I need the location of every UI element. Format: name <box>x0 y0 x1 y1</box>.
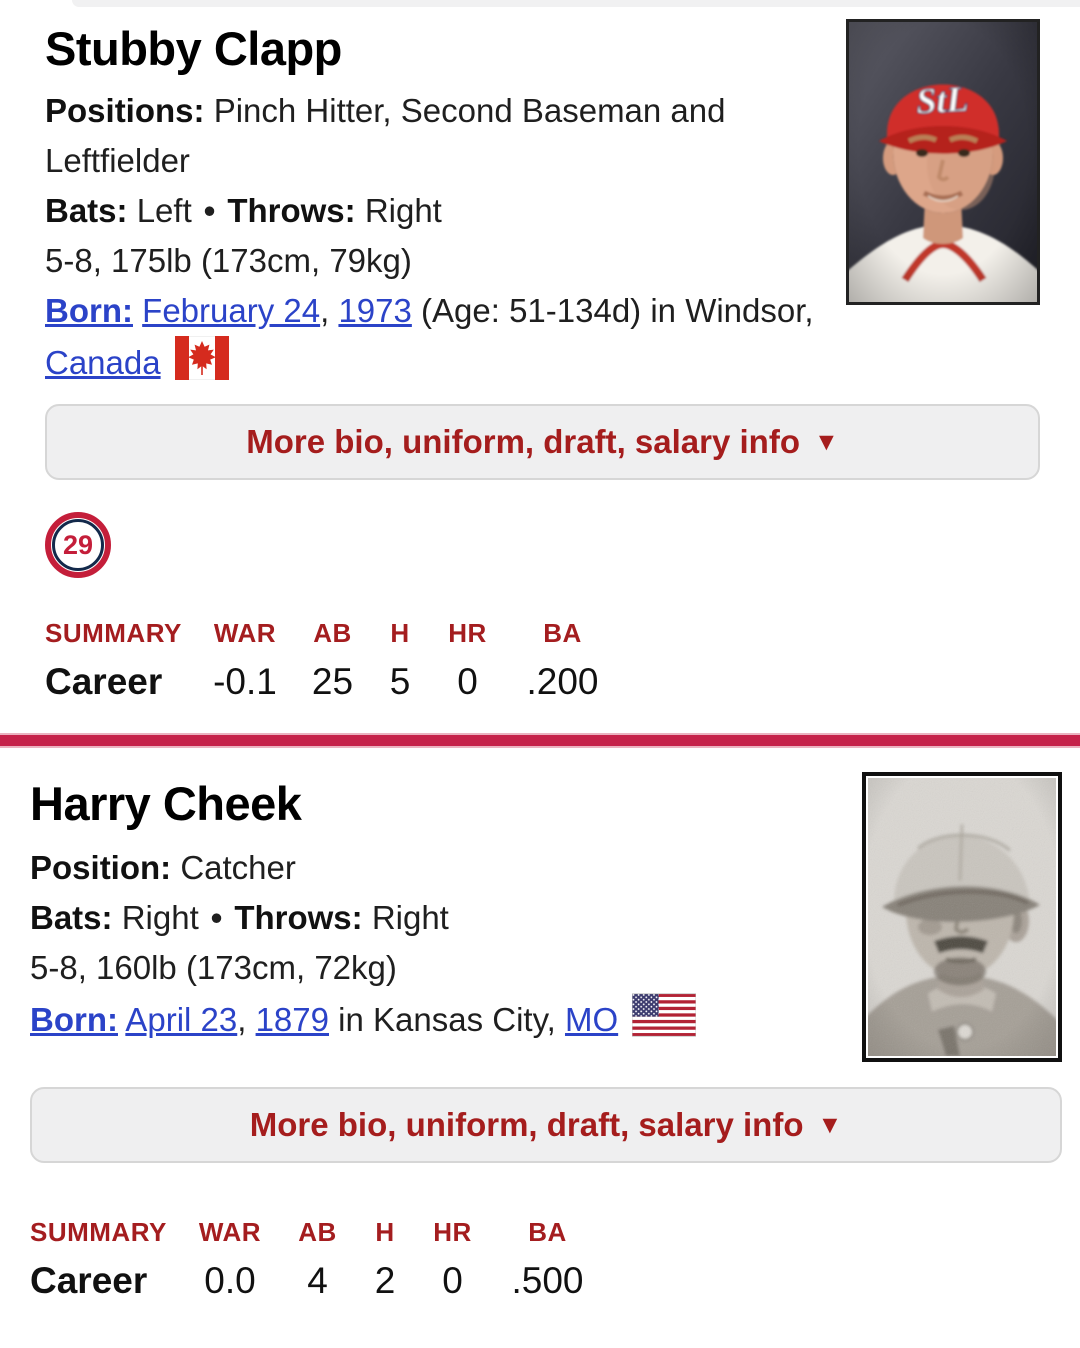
position-value: Catcher <box>180 849 296 886</box>
war-value: 0.0 <box>204 1260 256 1301</box>
h-value: 5 <box>389 661 411 702</box>
born-label-link[interactable]: Born: <box>45 292 133 329</box>
born-date-link[interactable]: April 23 <box>125 1001 238 1038</box>
born-label-link[interactable]: Born: <box>30 1001 118 1038</box>
more-bio-button[interactable]: More bio, uniform, draft, salary info ▼ <box>30 1087 1062 1163</box>
position-label: Position: <box>30 849 172 886</box>
born-year-link[interactable]: 1879 <box>255 1001 329 1038</box>
career-summary-table: SUMMARY WAR AB H HR BA Career -0.1 25 5 … <box>45 618 620 703</box>
career-label: Career <box>45 661 163 702</box>
bats-label: Bats: <box>45 192 128 229</box>
born-age-text: (Age: 51-134d) in Windsor, <box>411 292 814 329</box>
war-value: -0.1 <box>213 661 277 702</box>
bullet-separator: • <box>203 192 216 229</box>
col-war: WAR <box>213 618 277 648</box>
top-section-remnant <box>72 0 1080 7</box>
born-line: Born: February 24, 1973 (Age: 51-134d) i… <box>45 286 1040 388</box>
ba-value: .200 <box>526 661 599 702</box>
born-state-link[interactable]: MO <box>564 1001 619 1038</box>
col-summary: SUMMARY <box>30 1217 167 1247</box>
player-card-stubby-clapp: StL Stubby Clapp Positions: Pinch Hitter… <box>0 7 1080 703</box>
player-bio: Position: Catcher Bats: Right • Throws: Ri… <box>30 843 1062 1045</box>
player-headshot-illustration: StL <box>849 22 1037 302</box>
chevron-down-icon: ▼ <box>817 1110 843 1139</box>
positions-value: Pinch Hitter, Second Baseman and Leftfie… <box>45 92 726 179</box>
col-ba: BA <box>528 1217 567 1247</box>
bats-throws-line: Bats: Right • Throws: Right <box>30 893 1062 943</box>
throws-label: Throws: <box>227 192 356 229</box>
player-name: Harry Cheek <box>30 777 302 830</box>
throws-value: Right <box>364 192 442 229</box>
ba-value: .500 <box>511 1260 584 1301</box>
player-headshot-illustration <box>868 778 1056 1056</box>
hr-value: 0 <box>442 1260 463 1301</box>
col-hr: HR <box>433 1217 472 1247</box>
bats-throws-line: Bats: Left • Throws: Right <box>45 186 1040 236</box>
col-ba: BA <box>543 618 582 648</box>
bats-value: Right <box>121 899 199 936</box>
career-row: Career 0.0 4 2 0 .500 <box>30 1260 605 1302</box>
bats-value: Left <box>136 192 192 229</box>
col-war: WAR <box>198 1217 262 1247</box>
career-label: Career <box>30 1260 148 1301</box>
chevron-down-icon: ▼ <box>813 427 839 456</box>
born-year-link[interactable]: 1973 <box>338 292 412 329</box>
h-value: 2 <box>374 1260 396 1301</box>
player-bio: Positions: Pinch Hitter, Second Baseman … <box>45 86 1040 388</box>
jersey-number-badge: 29 <box>45 512 111 578</box>
summary-header-row: SUMMARY WAR AB H HR BA <box>30 1217 605 1260</box>
positions-label: Positions: <box>45 92 205 129</box>
throws-value: Right <box>371 899 449 936</box>
section-divider <box>0 735 1080 746</box>
bats-label: Bats: <box>30 899 113 936</box>
player-name: Stubby Clapp <box>45 22 342 75</box>
canada-flag-icon <box>174 336 229 380</box>
jersey-number: 29 <box>62 529 94 560</box>
born-separator: , <box>237 1001 256 1038</box>
more-bio-button[interactable]: More bio, uniform, draft, salary info ▼ <box>45 404 1040 480</box>
born-separator: , <box>320 292 339 329</box>
col-summary: SUMMARY <box>45 618 182 648</box>
size-line: 5-8, 175lb (173cm, 79kg) <box>45 242 412 279</box>
col-h: H <box>390 618 410 648</box>
ab-value: 4 <box>307 1260 328 1301</box>
career-summary-table: SUMMARY WAR AB H HR BA Career 0.0 4 2 0 … <box>30 1217 605 1302</box>
positions-line: Position: Catcher <box>30 843 1062 893</box>
more-bio-button-label: More bio, uniform, draft, salary info <box>246 423 800 460</box>
more-bio-button-label: More bio, uniform, draft, salary info <box>249 1106 804 1143</box>
born-place-text: in Kansas City, <box>329 1001 565 1038</box>
col-ab: AB <box>313 618 352 648</box>
born-place-link[interactable]: Canada <box>45 344 161 381</box>
throws-label: Throws: <box>234 899 363 936</box>
summary-header-row: SUMMARY WAR AB H HR BA <box>45 618 620 661</box>
positions-line: Positions: Pinch Hitter, Second Baseman … <box>45 86 1040 186</box>
player-card-harry-cheek: Harry Cheek Position: Catcher Bats: Righ… <box>0 746 1080 1302</box>
born-date-link[interactable]: February 24 <box>142 292 321 329</box>
born-line: Born: April 23, 1879 in Kansas City, MO <box>30 993 1062 1045</box>
us-flag-icon <box>632 993 697 1037</box>
col-ab: AB <box>298 1217 337 1247</box>
player-photo: StL <box>846 19 1040 305</box>
col-h: H <box>375 1217 395 1247</box>
bullet-separator: • <box>210 899 223 936</box>
ab-value: 25 <box>311 661 354 702</box>
career-row: Career -0.1 25 5 0 .200 <box>45 661 620 703</box>
player-photo <box>862 772 1062 1062</box>
col-hr: HR <box>448 618 487 648</box>
size-line: 5-8, 160lb (173cm, 72kg) <box>30 949 397 986</box>
hr-value: 0 <box>457 661 478 702</box>
